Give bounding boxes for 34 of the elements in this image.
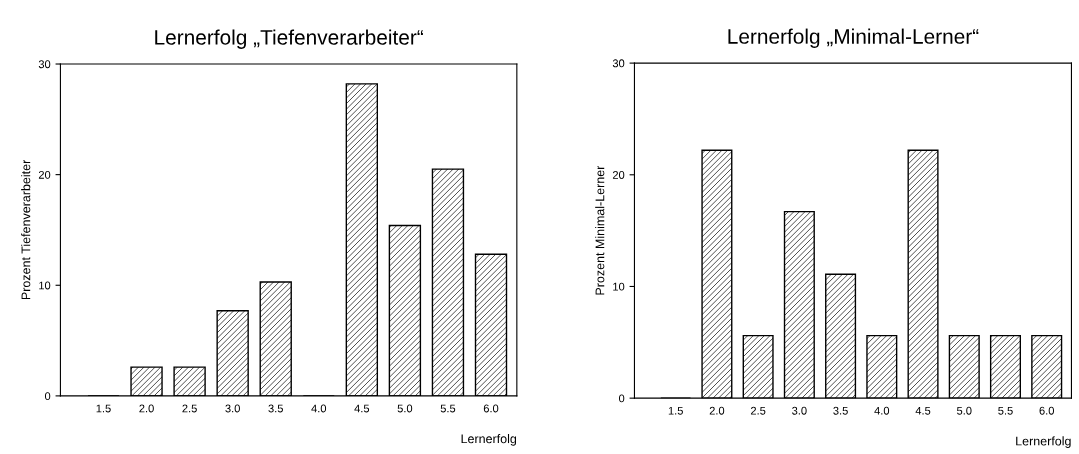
x-tick-label: 6.0 xyxy=(483,404,499,413)
x-axis-title: Lernerfolg xyxy=(461,434,517,446)
x-tick-label: 5.0 xyxy=(956,406,972,415)
x-tick-label: 3.0 xyxy=(225,404,240,413)
x-tick-label: 3.5 xyxy=(268,404,283,413)
y-axis-title: Prozent Tiefenverarbeiter xyxy=(21,159,31,300)
x-tick-label: 2.0 xyxy=(709,406,725,415)
x-tick-label: 5.5 xyxy=(998,406,1013,415)
x-tick-label: 4.5 xyxy=(915,406,931,415)
x-tick-label: 2.5 xyxy=(182,404,197,413)
x-tick-label: 2.0 xyxy=(139,404,154,413)
x-tick-label: 1.5 xyxy=(96,404,111,413)
x-tick-label: 5.0 xyxy=(397,404,413,413)
chart-title: Lernerfolg „Tiefenverarbeiter“ xyxy=(155,29,423,49)
y-tick-label: 30 xyxy=(38,60,51,69)
y-tick-label: 10 xyxy=(613,282,625,291)
x-tick-label: 2.5 xyxy=(750,406,766,415)
x-tick-label: 1.5 xyxy=(668,406,683,415)
chart-title: Lernerfolg „Minimal-Lerner“ xyxy=(728,28,979,48)
y-tick-label: 0 xyxy=(44,392,51,401)
x-tick-label: 4.0 xyxy=(311,404,327,413)
x-tick-label: 3.0 xyxy=(792,406,807,415)
x-tick-label: 4.5 xyxy=(354,404,370,413)
y-tick-label: 10 xyxy=(39,281,51,290)
y-tick-label: 20 xyxy=(38,170,51,179)
y-tick-label: 0 xyxy=(618,394,625,403)
x-tick-label: 5.5 xyxy=(440,404,456,413)
x-tick-label: 3.5 xyxy=(833,406,848,415)
x-tick-label: 6.0 xyxy=(1039,406,1054,415)
y-axis-title: Prozent Minimal-Lerner xyxy=(595,165,605,295)
y-tick-label: 30 xyxy=(612,59,625,68)
y-tick-label: 20 xyxy=(612,171,625,179)
x-axis-title: Lernerfolg xyxy=(1016,436,1071,448)
x-tick-label: 4.0 xyxy=(874,406,890,415)
